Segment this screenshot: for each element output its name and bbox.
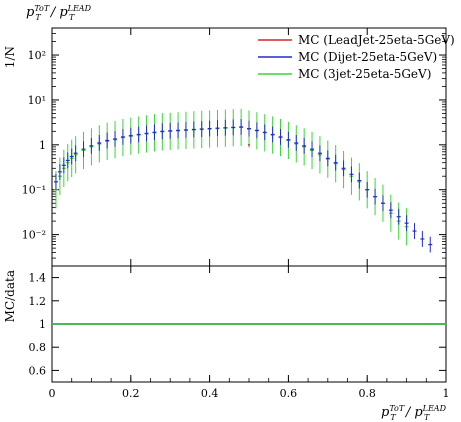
ratio-ytick-label: 1 bbox=[39, 318, 46, 331]
xlabel-sub2: T bbox=[424, 413, 430, 422]
title-sub2: T bbox=[69, 13, 75, 22]
ratio-x-ticks: 0 0.2 0.4 0.6 0.8 1 bbox=[49, 266, 450, 400]
ratio-ylabel: MC/data bbox=[3, 270, 17, 322]
main-ylabel: 1/N bbox=[3, 46, 17, 68]
xlabel-mid: / p bbox=[402, 405, 424, 420]
series-0 bbox=[248, 143, 250, 146]
ratio-ytick-label: 1.2 bbox=[29, 295, 47, 308]
title-sub: T bbox=[35, 13, 41, 22]
ratio-ytick-label: 1.4 bbox=[29, 272, 47, 285]
main-panel: 10⁻² 10⁻¹ 1 10¹ 10² 1/N bbox=[3, 27, 447, 267]
main-ytick-label: 10² bbox=[28, 49, 46, 62]
main-ytick-label: 10¹ bbox=[28, 94, 46, 107]
title-sup: ToT bbox=[34, 4, 50, 13]
main-ytick-label: 10⁻² bbox=[22, 229, 46, 242]
ratio-xtick-label: 0.2 bbox=[122, 387, 140, 400]
xlabel-sup: ToT bbox=[389, 404, 405, 413]
series-1 bbox=[53, 119, 433, 253]
title-base: p bbox=[26, 5, 35, 20]
xlabel-sub: T bbox=[390, 413, 396, 422]
xlabel-sup2: LEAD bbox=[422, 404, 447, 413]
ratio-ytick-label: 0.8 bbox=[29, 341, 47, 354]
ratio-xtick-label: 0.6 bbox=[280, 387, 298, 400]
ratio-xtick-label: 0 bbox=[49, 387, 56, 400]
title-sup2: LEAD bbox=[67, 4, 92, 13]
main-series bbox=[53, 108, 433, 253]
ratio-ytick-label: 0.6 bbox=[29, 364, 47, 377]
ratio-xtick-label: 0.4 bbox=[201, 387, 219, 400]
ratio-y-ticks: 0.6 0.8 1 1.2 1.4 bbox=[29, 272, 446, 377]
ratio-panel: 0.6 0.8 1 1.2 1.4 0 0.2 0.4 0.6 0.8 1 MC/data bbox=[3, 265, 450, 400]
legend-label: MC (LeadJet-25eta-5GeV) bbox=[298, 33, 455, 47]
main-ytick-label: 10⁻¹ bbox=[22, 184, 46, 197]
series-2 bbox=[53, 108, 409, 246]
legend-label: MC (3jet-25eta-5GeV) bbox=[298, 67, 431, 81]
chart-title: pToT T / pLEAD T bbox=[26, 4, 92, 22]
main-ytick-label: 1 bbox=[39, 139, 46, 152]
x-axis-label: pToT T / pLEAD T bbox=[381, 404, 447, 422]
main-y-ticks: 10⁻² 10⁻¹ 1 10¹ 10² bbox=[22, 27, 447, 267]
legend-label: MC (Dijet-25eta-5GeV) bbox=[298, 50, 437, 64]
series-point bbox=[248, 143, 250, 146]
xlabel-base: p bbox=[381, 405, 390, 420]
legend: MC (LeadJet-25eta-5GeV) MC (Dijet-25eta-5… bbox=[258, 33, 455, 81]
ratio-xtick-label: 0.8 bbox=[358, 387, 376, 400]
ratio-xtick-label: 1 bbox=[443, 387, 450, 400]
title-mid: / p bbox=[47, 5, 69, 20]
